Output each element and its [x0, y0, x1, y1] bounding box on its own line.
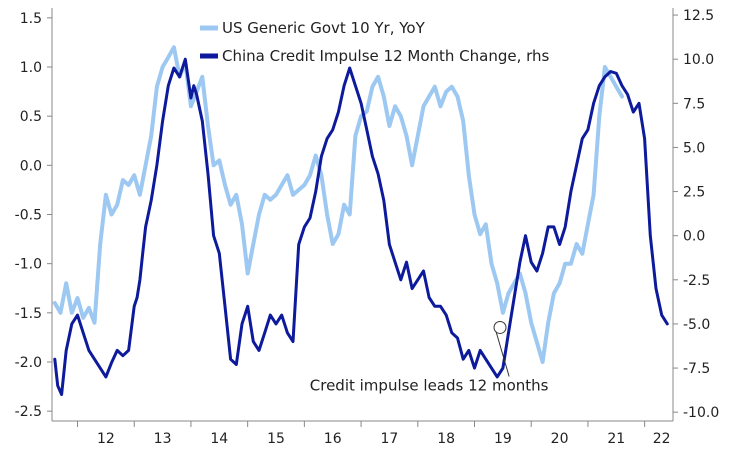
x-tick-label: 15	[267, 431, 285, 447]
left-tick-label: 1.5	[20, 11, 42, 27]
x-tick-label: 14	[210, 431, 228, 447]
left-tick-label: 0.0	[20, 158, 42, 174]
right-tick-label: 10.0	[683, 52, 714, 68]
x-tick-label: 13	[154, 431, 172, 447]
left-tick-label: -0.5	[15, 208, 42, 224]
left-tick-label: -1.5	[15, 306, 42, 322]
annotation-text: Credit impulse leads 12 months	[310, 377, 549, 395]
left-tick-label: -2.0	[15, 355, 42, 371]
x-tick-label: 18	[437, 431, 455, 447]
right-tick-label: 5.0	[683, 140, 705, 156]
right-tick-label: 2.5	[683, 185, 705, 201]
left-tick-label: 1.0	[20, 60, 42, 76]
x-tick-label: 19	[494, 431, 512, 447]
x-axis-ticks: 12 13 14 15 16 17 18 19 20 21 22	[97, 431, 671, 447]
right-tick-label: -7.5	[683, 361, 710, 377]
legend: US Generic Govt 10 Yr, YoY China Credit I…	[200, 19, 550, 65]
x-tick-label: 22	[653, 431, 671, 447]
left-axis-ticks: 1.5 1.0 0.5 0.0 -0.5 -1.0 -1.5 -2.0 -2.5	[15, 11, 52, 420]
annotation-marker	[493, 320, 507, 334]
annotation-leader-line	[495, 331, 510, 377]
right-tick-label: -5.0	[683, 317, 710, 333]
series-us-10yr-line	[52, 45, 624, 364]
x-tick-label: 20	[551, 431, 569, 447]
left-tick-label: 0.5	[20, 109, 42, 125]
legend-label: US Generic Govt 10 Yr, YoY	[222, 19, 426, 37]
left-tick-label: -2.5	[15, 404, 42, 420]
x-tick-marks	[77, 421, 646, 427]
right-tick-label: 7.5	[683, 96, 705, 112]
left-tick-label: -1.0	[15, 257, 42, 273]
series-china-credit-impulse-line	[53, 57, 669, 396]
x-tick-label: 21	[607, 431, 625, 447]
right-tick-label: -10.0	[683, 405, 719, 421]
x-tick-label: 16	[324, 431, 342, 447]
right-tick-label: -2.5	[683, 273, 710, 289]
axes-frame	[51, 8, 674, 422]
right-axis-ticks: 12.5 10.0 7.5 5.0 2.5 0.0 -2.5 -5.0 -7.5 -10.0	[673, 8, 719, 421]
x-tick-label: 12	[97, 431, 115, 447]
x-tick-label: 17	[381, 431, 399, 447]
right-tick-label: 12.5	[683, 8, 714, 24]
legend-label: China Credit Impulse 12 Month Change, rh…	[222, 47, 550, 65]
right-tick-label: 0.0	[683, 229, 705, 245]
annotation: Credit impulse leads 12 months	[310, 320, 549, 395]
series-layer	[52, 45, 669, 396]
